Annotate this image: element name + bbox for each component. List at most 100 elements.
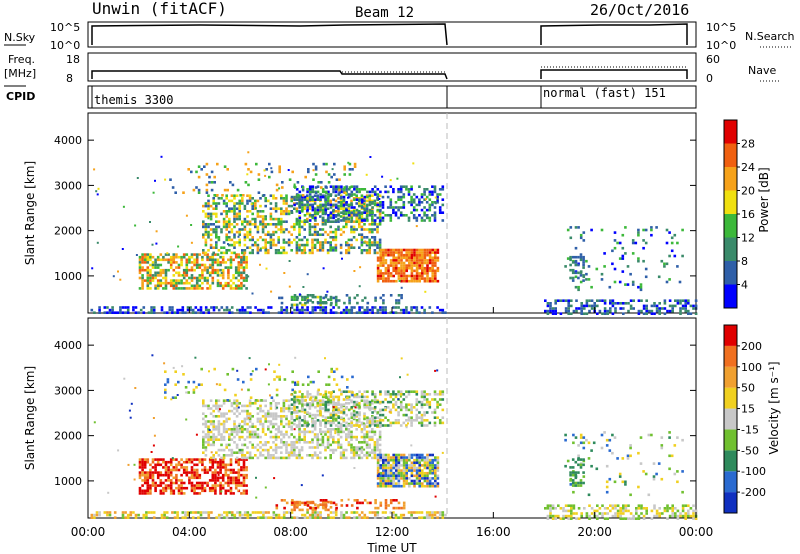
range-cell	[334, 190, 338, 194]
range-cell	[282, 443, 286, 447]
range-cell	[277, 217, 280, 221]
range-cell	[303, 219, 307, 222]
range-cell	[111, 311, 114, 314]
range-cell	[195, 386, 198, 389]
range-cell	[345, 188, 348, 191]
power-plot-frame	[87, 112, 697, 314]
range-cell	[564, 307, 568, 310]
range-cell	[225, 215, 228, 218]
range-cell	[181, 308, 185, 312]
range-cell	[408, 464, 411, 467]
range-cell	[405, 424, 408, 427]
range-cell	[363, 204, 366, 208]
range-cell	[169, 284, 173, 288]
range-cell	[90, 513, 94, 517]
range-cell	[580, 309, 583, 313]
range-cell	[277, 220, 280, 223]
range-cell	[332, 398, 335, 401]
range-cell	[190, 170, 193, 174]
range-cell	[195, 471, 199, 474]
range-cell	[228, 243, 231, 247]
range-cell	[373, 409, 377, 413]
range-cell	[138, 287, 142, 290]
range-cell	[228, 225, 231, 229]
range-cell	[175, 466, 178, 469]
range-cell	[668, 309, 672, 313]
range-cell	[332, 198, 335, 201]
range-cell	[425, 419, 429, 422]
range-cell	[360, 428, 364, 431]
range-cell	[154, 276, 157, 280]
range-cell	[368, 230, 371, 234]
range-cell	[138, 258, 142, 262]
range-cell	[325, 396, 328, 399]
range-cell	[214, 486, 217, 490]
range-cell	[334, 412, 338, 415]
range-cell	[392, 403, 395, 406]
range-cell	[282, 441, 286, 444]
range-cell	[223, 308, 226, 312]
range-cell	[371, 407, 374, 410]
range-cell	[441, 421, 445, 425]
range-cell	[368, 446, 371, 449]
range-cell	[319, 393, 322, 396]
range-cell	[290, 415, 293, 418]
range-cell	[222, 454, 226, 457]
range-cell	[353, 185, 356, 188]
range-cell	[582, 274, 585, 277]
range-cell	[199, 306, 203, 309]
range-cell	[363, 188, 367, 191]
range-cell	[415, 474, 419, 478]
range-cell	[214, 258, 217, 262]
range-cell	[420, 416, 424, 419]
range-cell	[202, 417, 205, 421]
range-cell	[298, 501, 302, 505]
range-cell	[259, 407, 262, 410]
range-cell	[431, 272, 434, 275]
range-cell	[319, 403, 322, 406]
range-cell	[206, 255, 209, 259]
range-cell	[379, 501, 383, 505]
range-cell	[366, 311, 369, 314]
range-cell	[171, 511, 174, 514]
range-cell	[334, 246, 338, 249]
range-cell	[207, 430, 210, 434]
range-cell	[311, 225, 314, 229]
range-cell	[371, 402, 374, 405]
range-cell	[267, 425, 270, 428]
range-cell	[172, 287, 176, 290]
range-cell	[237, 287, 241, 290]
range-cell	[198, 492, 202, 495]
range-cell	[220, 251, 223, 255]
range-cell	[185, 263, 189, 267]
range-cell	[229, 463, 233, 467]
range-cell	[613, 280, 617, 284]
range-cell	[264, 174, 267, 177]
range-cell	[164, 463, 168, 467]
range-cell	[242, 255, 246, 259]
range-cell	[441, 393, 445, 396]
range-cell	[175, 253, 178, 256]
range-cell	[389, 203, 393, 207]
range-cell	[415, 461, 419, 465]
range-cell	[389, 474, 393, 478]
range-cell	[570, 514, 573, 518]
range-cell	[141, 458, 144, 461]
range-cell	[433, 214, 437, 217]
range-cell	[238, 412, 241, 415]
range-cell	[227, 274, 230, 277]
range-cell	[256, 308, 260, 312]
range-cell	[229, 489, 233, 493]
range-cell	[169, 281, 173, 285]
range-cell	[324, 207, 327, 210]
range-cell	[373, 393, 377, 396]
range-cell	[187, 380, 190, 384]
range-cell	[264, 448, 267, 452]
y-tick-label: 3000	[54, 179, 82, 192]
range-cell	[217, 420, 221, 423]
range-cell	[287, 399, 291, 402]
range-cell	[360, 217, 364, 221]
range-cell	[235, 223, 239, 226]
range-cell	[298, 399, 301, 402]
range-cell	[295, 303, 299, 307]
